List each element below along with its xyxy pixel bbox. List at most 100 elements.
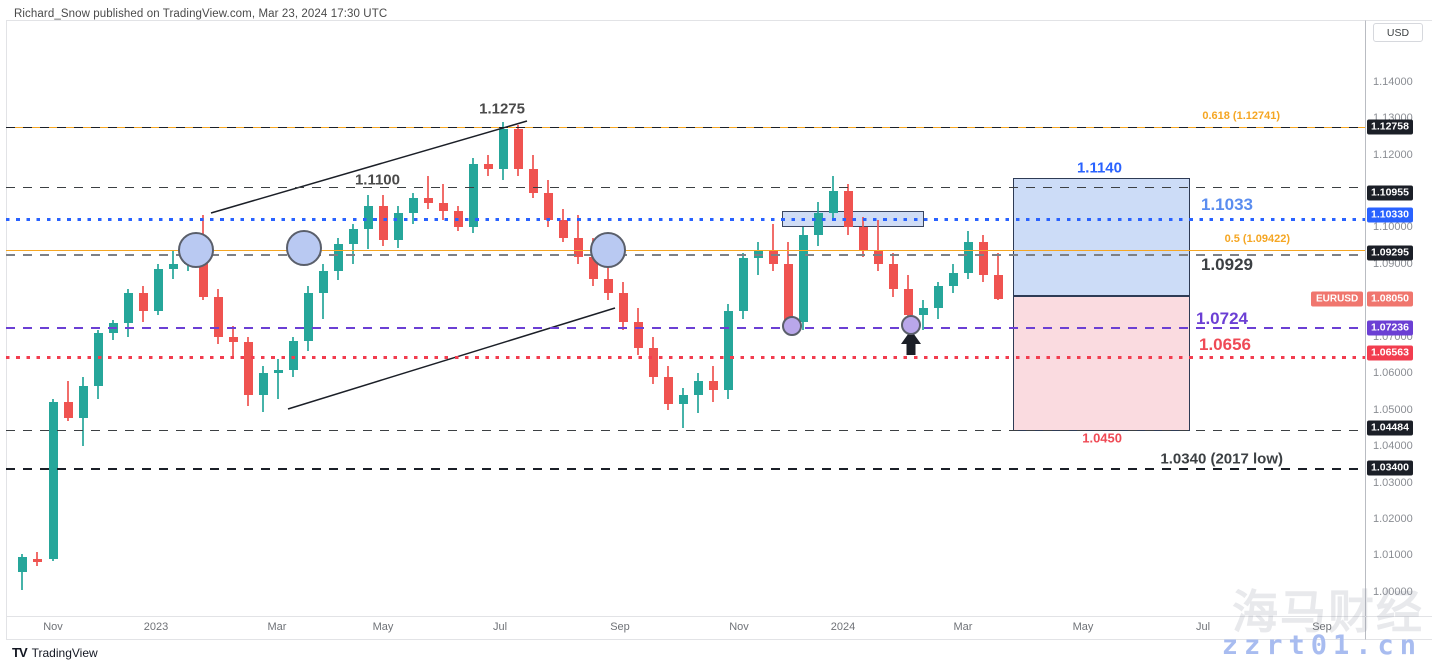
- candle-body[interactable]: [198, 254, 208, 297]
- candle-body[interactable]: [708, 380, 718, 390]
- res-1095-line[interactable]: [6, 187, 1365, 189]
- candle-body[interactable]: [738, 258, 748, 312]
- candle-wick: [772, 223, 774, 272]
- candle-body[interactable]: [603, 278, 613, 294]
- fib-500-line[interactable]: [6, 250, 1365, 252]
- candle-body[interactable]: [648, 347, 658, 377]
- x-tick-Nov-0: Nov: [43, 621, 63, 633]
- sup-0448-line[interactable]: [6, 430, 1365, 432]
- candle-body[interactable]: [438, 202, 448, 212]
- x-tick-May-9: May: [1072, 621, 1094, 633]
- candle-body[interactable]: [888, 263, 898, 290]
- target-1140: 1.1140: [1076, 159, 1122, 177]
- resistance-touch-2[interactable]: [286, 230, 322, 266]
- candle-body[interactable]: [303, 293, 313, 342]
- candle-body[interactable]: [873, 251, 883, 264]
- candle-body[interactable]: [558, 220, 568, 239]
- candle-wick: [232, 325, 234, 359]
- candle-body[interactable]: [273, 370, 283, 374]
- candle-body[interactable]: [228, 336, 238, 343]
- candle-body[interactable]: [93, 333, 103, 386]
- candle-body[interactable]: [48, 402, 58, 560]
- candle-body[interactable]: [693, 380, 703, 396]
- candle-body[interactable]: [723, 311, 733, 390]
- price-badge-1.08050[interactable]: 1.08050: [1367, 291, 1413, 307]
- candle-body[interactable]: [813, 212, 823, 235]
- resistance-touch-1[interactable]: [178, 232, 214, 268]
- bearish-target-zone[interactable]: [1013, 296, 1190, 431]
- candle-body[interactable]: [78, 386, 88, 418]
- candle-body[interactable]: [798, 234, 808, 323]
- candle-body[interactable]: [663, 376, 673, 405]
- sup-0656-line[interactable]: [6, 356, 1365, 359]
- candle-body[interactable]: [978, 242, 988, 275]
- candle-body[interactable]: [993, 274, 1003, 299]
- candle-body[interactable]: [903, 289, 913, 315]
- candle-body[interactable]: [423, 198, 433, 203]
- candle-body[interactable]: [363, 205, 373, 230]
- price-badge-1.12758[interactable]: 1.12758: [1367, 119, 1413, 135]
- resistance-touch-3[interactable]: [590, 232, 626, 268]
- candle-body[interactable]: [123, 293, 133, 323]
- candle-body[interactable]: [678, 395, 688, 405]
- candle-body[interactable]: [528, 169, 538, 193]
- support-touch-2[interactable]: [901, 315, 921, 335]
- high-1275-line[interactable]: [6, 127, 1365, 129]
- price-badge-1.07236[interactable]: 1.07236: [1367, 320, 1413, 336]
- candle-body[interactable]: [378, 205, 388, 241]
- x-tick-Mar-8: Mar: [953, 621, 973, 633]
- candle-body[interactable]: [213, 296, 223, 337]
- candle-body[interactable]: [783, 263, 793, 323]
- candle-body[interactable]: [933, 285, 943, 308]
- price-badge-1.03400[interactable]: 1.03400: [1367, 460, 1413, 476]
- candle-body[interactable]: [333, 243, 343, 272]
- price-badge-1.09295[interactable]: 1.09295: [1367, 245, 1413, 261]
- sup-0724-line[interactable]: [6, 327, 1365, 329]
- bullish-target-zone[interactable]: [1013, 178, 1190, 296]
- candle-body[interactable]: [258, 373, 268, 396]
- candle-body[interactable]: [828, 191, 838, 213]
- candle-body[interactable]: [243, 342, 253, 396]
- pair-badge[interactable]: EURUSD: [1311, 291, 1364, 307]
- candle-body[interactable]: [543, 192, 553, 221]
- candle-wick: [877, 220, 879, 272]
- candle-body[interactable]: [918, 307, 928, 315]
- candle-body[interactable]: [963, 242, 973, 274]
- candle-body[interactable]: [138, 293, 148, 312]
- candle-body[interactable]: [633, 322, 643, 348]
- price-badge-1.04484[interactable]: 1.04484: [1367, 420, 1413, 436]
- candle-body[interactable]: [858, 227, 868, 252]
- candle-body[interactable]: [168, 263, 178, 270]
- candle-body[interactable]: [948, 273, 958, 286]
- candle-body[interactable]: [498, 129, 508, 170]
- y-tick-1.10000: 1.10000: [1373, 221, 1413, 234]
- tradingview-logo: TV TradingView: [12, 645, 98, 660]
- candle-body[interactable]: [513, 129, 523, 170]
- candle-body[interactable]: [348, 229, 358, 244]
- price-plot-area[interactable]: 1.1275 1.1100 1.1140 1.1033 1.0929 1.0724 1.06…: [6, 20, 1365, 620]
- support-touch-1[interactable]: [782, 316, 802, 336]
- time-axis[interactable]: [6, 616, 1432, 642]
- candle-body[interactable]: [393, 212, 403, 241]
- low-0340-line[interactable]: [6, 468, 1365, 470]
- candle-body[interactable]: [573, 238, 583, 257]
- candle-body[interactable]: [63, 402, 73, 418]
- price-badge-1.10955[interactable]: 1.10955: [1367, 185, 1413, 201]
- price-badge-1.06563[interactable]: 1.06563: [1367, 345, 1413, 361]
- x-tick-Nov-6: Nov: [729, 621, 749, 633]
- currency-chip[interactable]: USD: [1373, 23, 1423, 42]
- candle-body[interactable]: [768, 251, 778, 264]
- sup-0929-line[interactable]: [6, 254, 1365, 256]
- price-badge-1.10330[interactable]: 1.10330: [1367, 207, 1413, 223]
- candle-body[interactable]: [153, 269, 163, 312]
- candle-body[interactable]: [17, 557, 27, 572]
- candle-body[interactable]: [408, 198, 418, 213]
- candle-body[interactable]: [483, 163, 493, 170]
- candle-body[interactable]: [843, 191, 853, 228]
- candle-body[interactable]: [588, 256, 598, 279]
- candle-body[interactable]: [32, 559, 42, 562]
- x-tick-2023-1: 2023: [143, 621, 169, 633]
- candle-body[interactable]: [618, 293, 628, 323]
- res-1033-line[interactable]: [6, 218, 1365, 221]
- candle-body[interactable]: [318, 271, 328, 294]
